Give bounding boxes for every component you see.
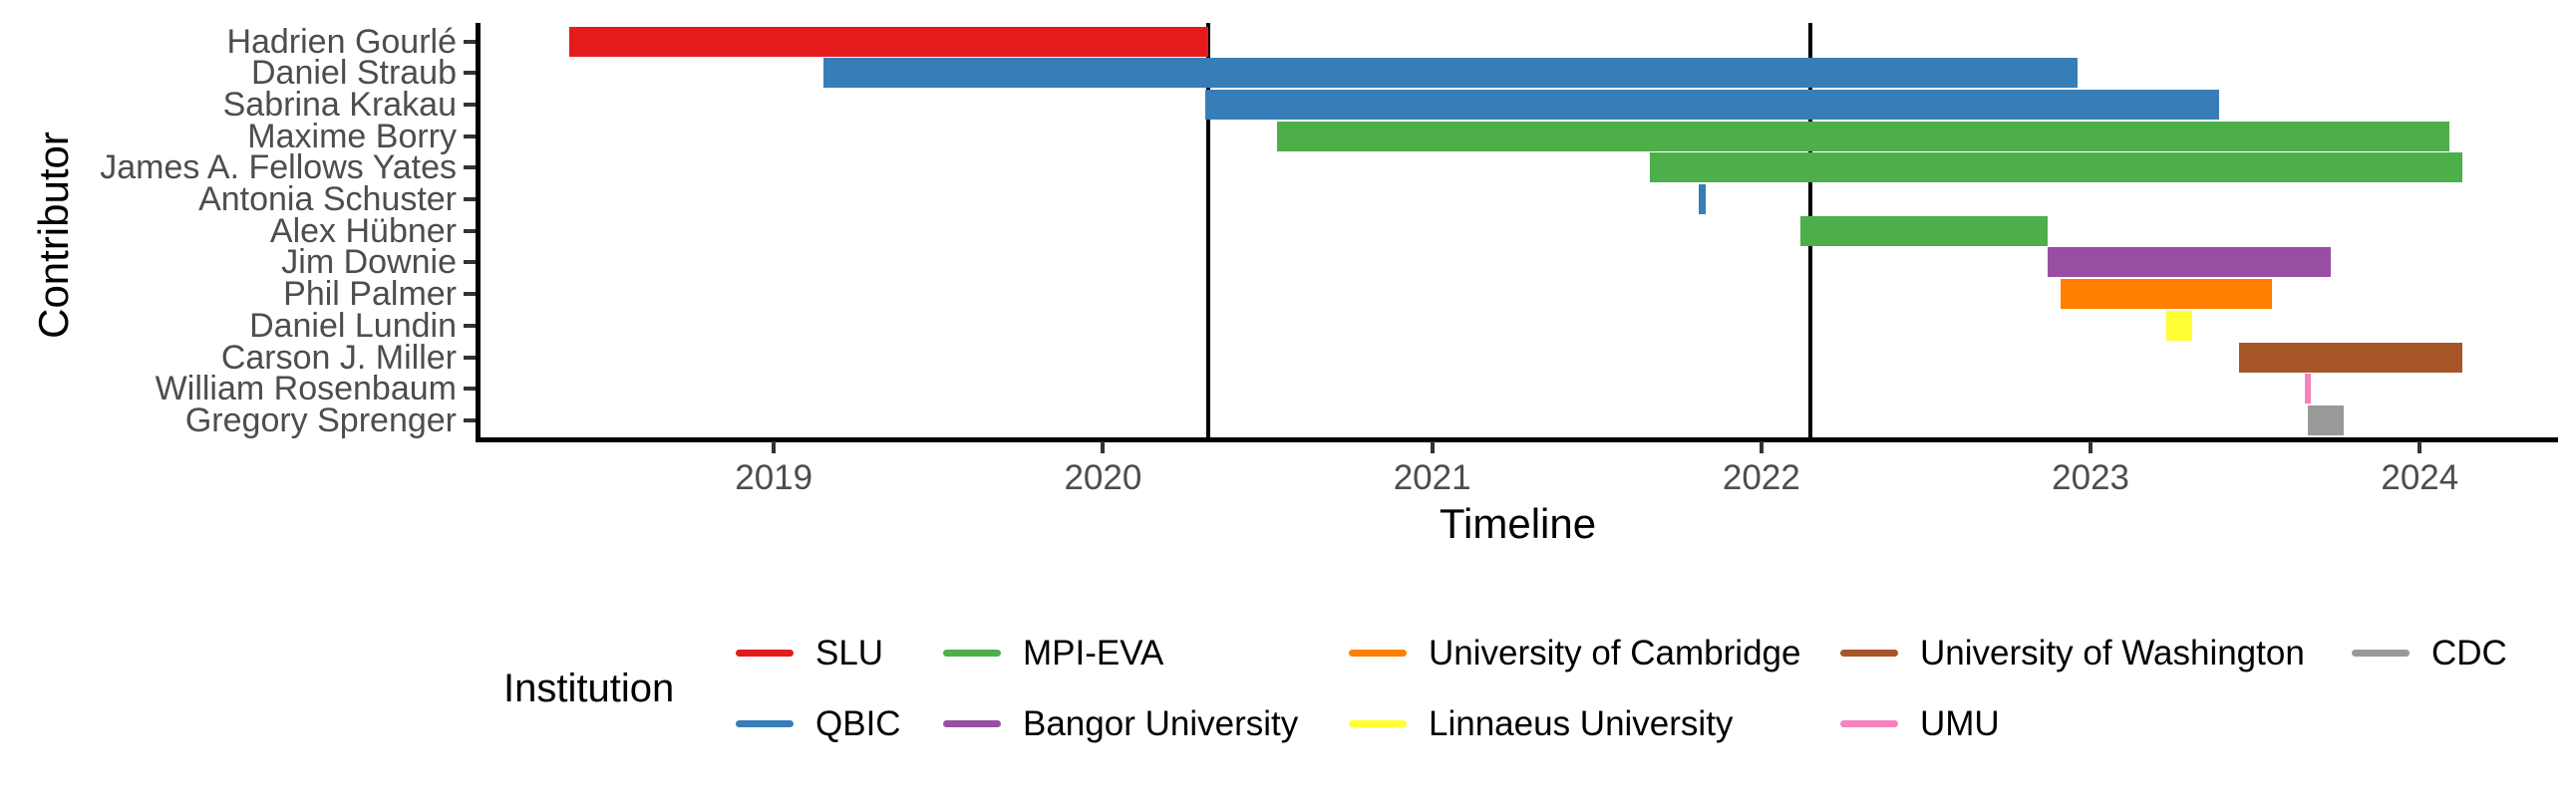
y-axis-tick: [464, 197, 476, 202]
y-axis-label: Maxime Borry: [247, 117, 457, 155]
timeline-bar: [2166, 310, 2193, 341]
x-axis-line: [476, 437, 2558, 442]
x-axis-tick: [2089, 441, 2093, 453]
legend-item: University of Washington: [1840, 618, 2352, 688]
y-axis-label: Jim Downie: [281, 243, 457, 282]
legend-key-line: [1349, 720, 1407, 727]
y-axis-label: Sabrina Krakau: [222, 86, 457, 125]
y-axis-tick: [464, 387, 476, 392]
legend-item: UMU: [1840, 688, 2352, 759]
timeline-bar: [1699, 184, 1706, 215]
y-axis-label: Daniel Lundin: [249, 306, 457, 345]
legend-key-line: [1349, 650, 1407, 657]
legend-column: University of Washington UMU: [1840, 618, 2352, 759]
legend-item-label: SLU: [815, 633, 884, 672]
legend-item-label: QBIC: [815, 703, 901, 743]
timeline-bar: [1277, 121, 2450, 151]
legend-item: Bangor University: [943, 688, 1349, 759]
y-axis-label: James A. Fellows Yates: [100, 148, 457, 187]
legend-item-label: UMU: [1920, 703, 2000, 743]
legend-item: QBIC: [736, 688, 943, 759]
legend-item-label: University of Cambridge: [1429, 633, 1801, 672]
x-axis-tick-label: 2020: [1064, 458, 1142, 497]
legend-item: University of Cambridge: [1349, 618, 1840, 688]
y-axis-tick: [464, 260, 476, 265]
legend-key-line: [943, 720, 1001, 727]
legend-column: SLU QBIC: [736, 618, 943, 759]
y-axis-tick: [464, 71, 476, 76]
legend-key-line: [1840, 650, 1898, 657]
y-axis-label: Gregory Sprenger: [184, 401, 457, 439]
timeline-bar: [2304, 374, 2312, 404]
y-axis-label: Antonia Schuster: [198, 180, 457, 219]
timeline-bar: [1800, 215, 2049, 246]
y-axis-label: William Rosenbaum: [155, 370, 457, 408]
y-axis-tick: [464, 165, 476, 170]
x-axis-tick: [772, 441, 777, 453]
y-axis-tick: [464, 134, 476, 138]
legend: SLU QBIC MPI-EVA Bangor University Universit…: [736, 618, 2576, 759]
legend-item-label: University of Washington: [1920, 633, 2305, 672]
timeline-bar: [1204, 90, 2219, 121]
legend-key-line: [943, 650, 1001, 657]
x-axis-tick-label: 2023: [2052, 458, 2130, 497]
x-axis-tick: [1430, 441, 1435, 453]
x-axis-tick-label: 2022: [1722, 458, 1800, 497]
y-axis-tick: [464, 103, 476, 108]
y-axis-tick: [464, 292, 476, 297]
legend-item: Linnaeus University: [1349, 688, 1840, 759]
y-axis-tick: [464, 417, 476, 422]
timeline-bar: [2308, 404, 2345, 435]
legend-title: Institution: [503, 667, 675, 710]
y-axis-tick: [464, 323, 476, 328]
legend-item: MPI-EVA: [943, 618, 1349, 688]
x-axis-title: Timeline: [1439, 500, 1597, 547]
y-axis-label: Daniel Straub: [250, 54, 457, 93]
timeline-bar: [569, 26, 1209, 57]
legend-item-label: Bangor University: [1023, 703, 1299, 743]
x-axis-tick-label: 2021: [1393, 458, 1471, 497]
legend-item-label: Linnaeus University: [1429, 703, 1734, 743]
legend-key-line: [1840, 720, 1898, 727]
y-axis-label: Alex Hübner: [269, 211, 457, 250]
y-axis-tick: [464, 39, 476, 44]
x-axis-tick: [2417, 441, 2422, 453]
timeline-bar: [2061, 279, 2272, 310]
legend-item: SLU: [736, 618, 943, 688]
legend-column: University of Cambridge Linnaeus Universi…: [1349, 618, 1840, 759]
legend-item-label: MPI-EVA: [1023, 633, 1164, 672]
legend-column: CDC: [2352, 618, 2576, 759]
legend-key-line: [736, 650, 794, 657]
timeline-bar: [2048, 247, 2332, 278]
y-axis-tick: [464, 228, 476, 233]
legend-key-line: [2352, 650, 2410, 657]
y-axis-line: [476, 23, 481, 442]
timeline-bar: [822, 58, 2078, 89]
timeline-bar: [2238, 342, 2463, 373]
event-marker-line: [1206, 23, 1211, 437]
x-axis-tick-label: 2024: [2381, 458, 2459, 497]
y-axis-tick: [464, 355, 476, 360]
y-axis-label: Carson J. Miller: [220, 338, 457, 377]
y-axis-label: Phil Palmer: [283, 275, 457, 314]
timeline-bar: [1649, 152, 2463, 183]
x-axis-tick-label: 2019: [735, 458, 813, 497]
legend-key-line: [736, 720, 794, 727]
legend-item-label: CDC: [2431, 633, 2507, 672]
legend-item: CDC: [2352, 618, 2576, 688]
legend-column: MPI-EVA Bangor University: [943, 618, 1349, 759]
y-axis-label: Hadrien Gourlé: [226, 22, 457, 61]
x-axis-tick: [1759, 441, 1764, 453]
x-axis-tick: [1101, 441, 1106, 453]
